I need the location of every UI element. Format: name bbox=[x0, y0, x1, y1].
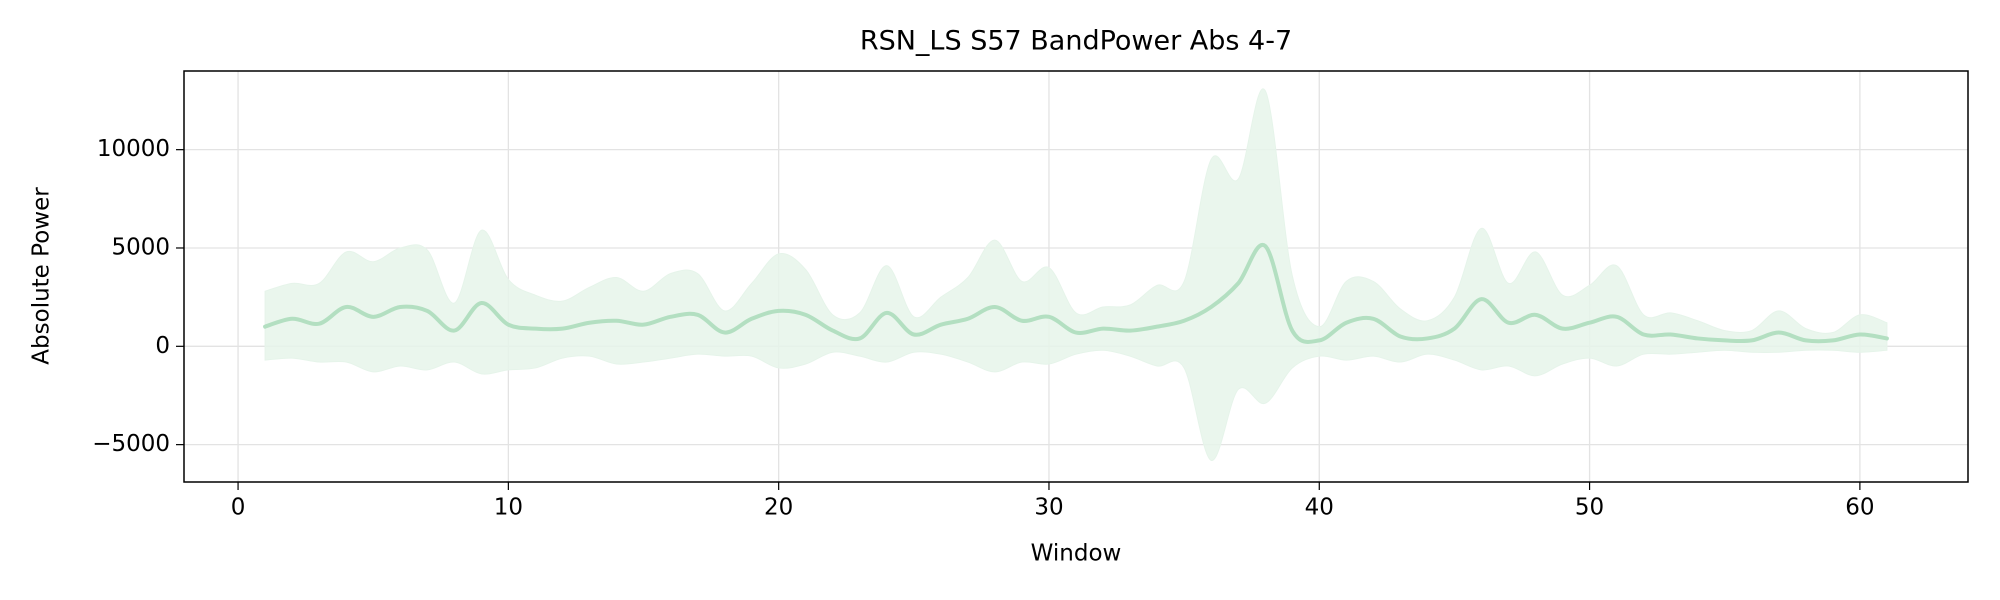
y-tick-label: 5000 bbox=[111, 234, 170, 260]
x-tick-label: 0 bbox=[231, 495, 246, 521]
x-axis-label: Window bbox=[1031, 541, 1122, 567]
x-tick-label: 10 bbox=[494, 495, 523, 521]
chart-title: RSN_LS S57 BandPower Abs 4-7 bbox=[860, 26, 1292, 57]
x-tick-label: 30 bbox=[1034, 495, 1063, 521]
y-tick-label: 0 bbox=[155, 333, 170, 359]
x-tick-label: 20 bbox=[764, 495, 793, 521]
y-tick-label: 10000 bbox=[97, 136, 170, 162]
y-axis-label: Absolute Power bbox=[29, 187, 55, 365]
line bbox=[263, 242, 1889, 345]
plot-frame bbox=[183, 70, 1969, 483]
x-tick-label: 50 bbox=[1575, 495, 1604, 521]
band-area bbox=[264, 88, 1888, 461]
x-tick-label: 60 bbox=[1845, 495, 1874, 521]
y-tick-label: −5000 bbox=[92, 431, 170, 457]
x-tick-label: 40 bbox=[1305, 495, 1334, 521]
